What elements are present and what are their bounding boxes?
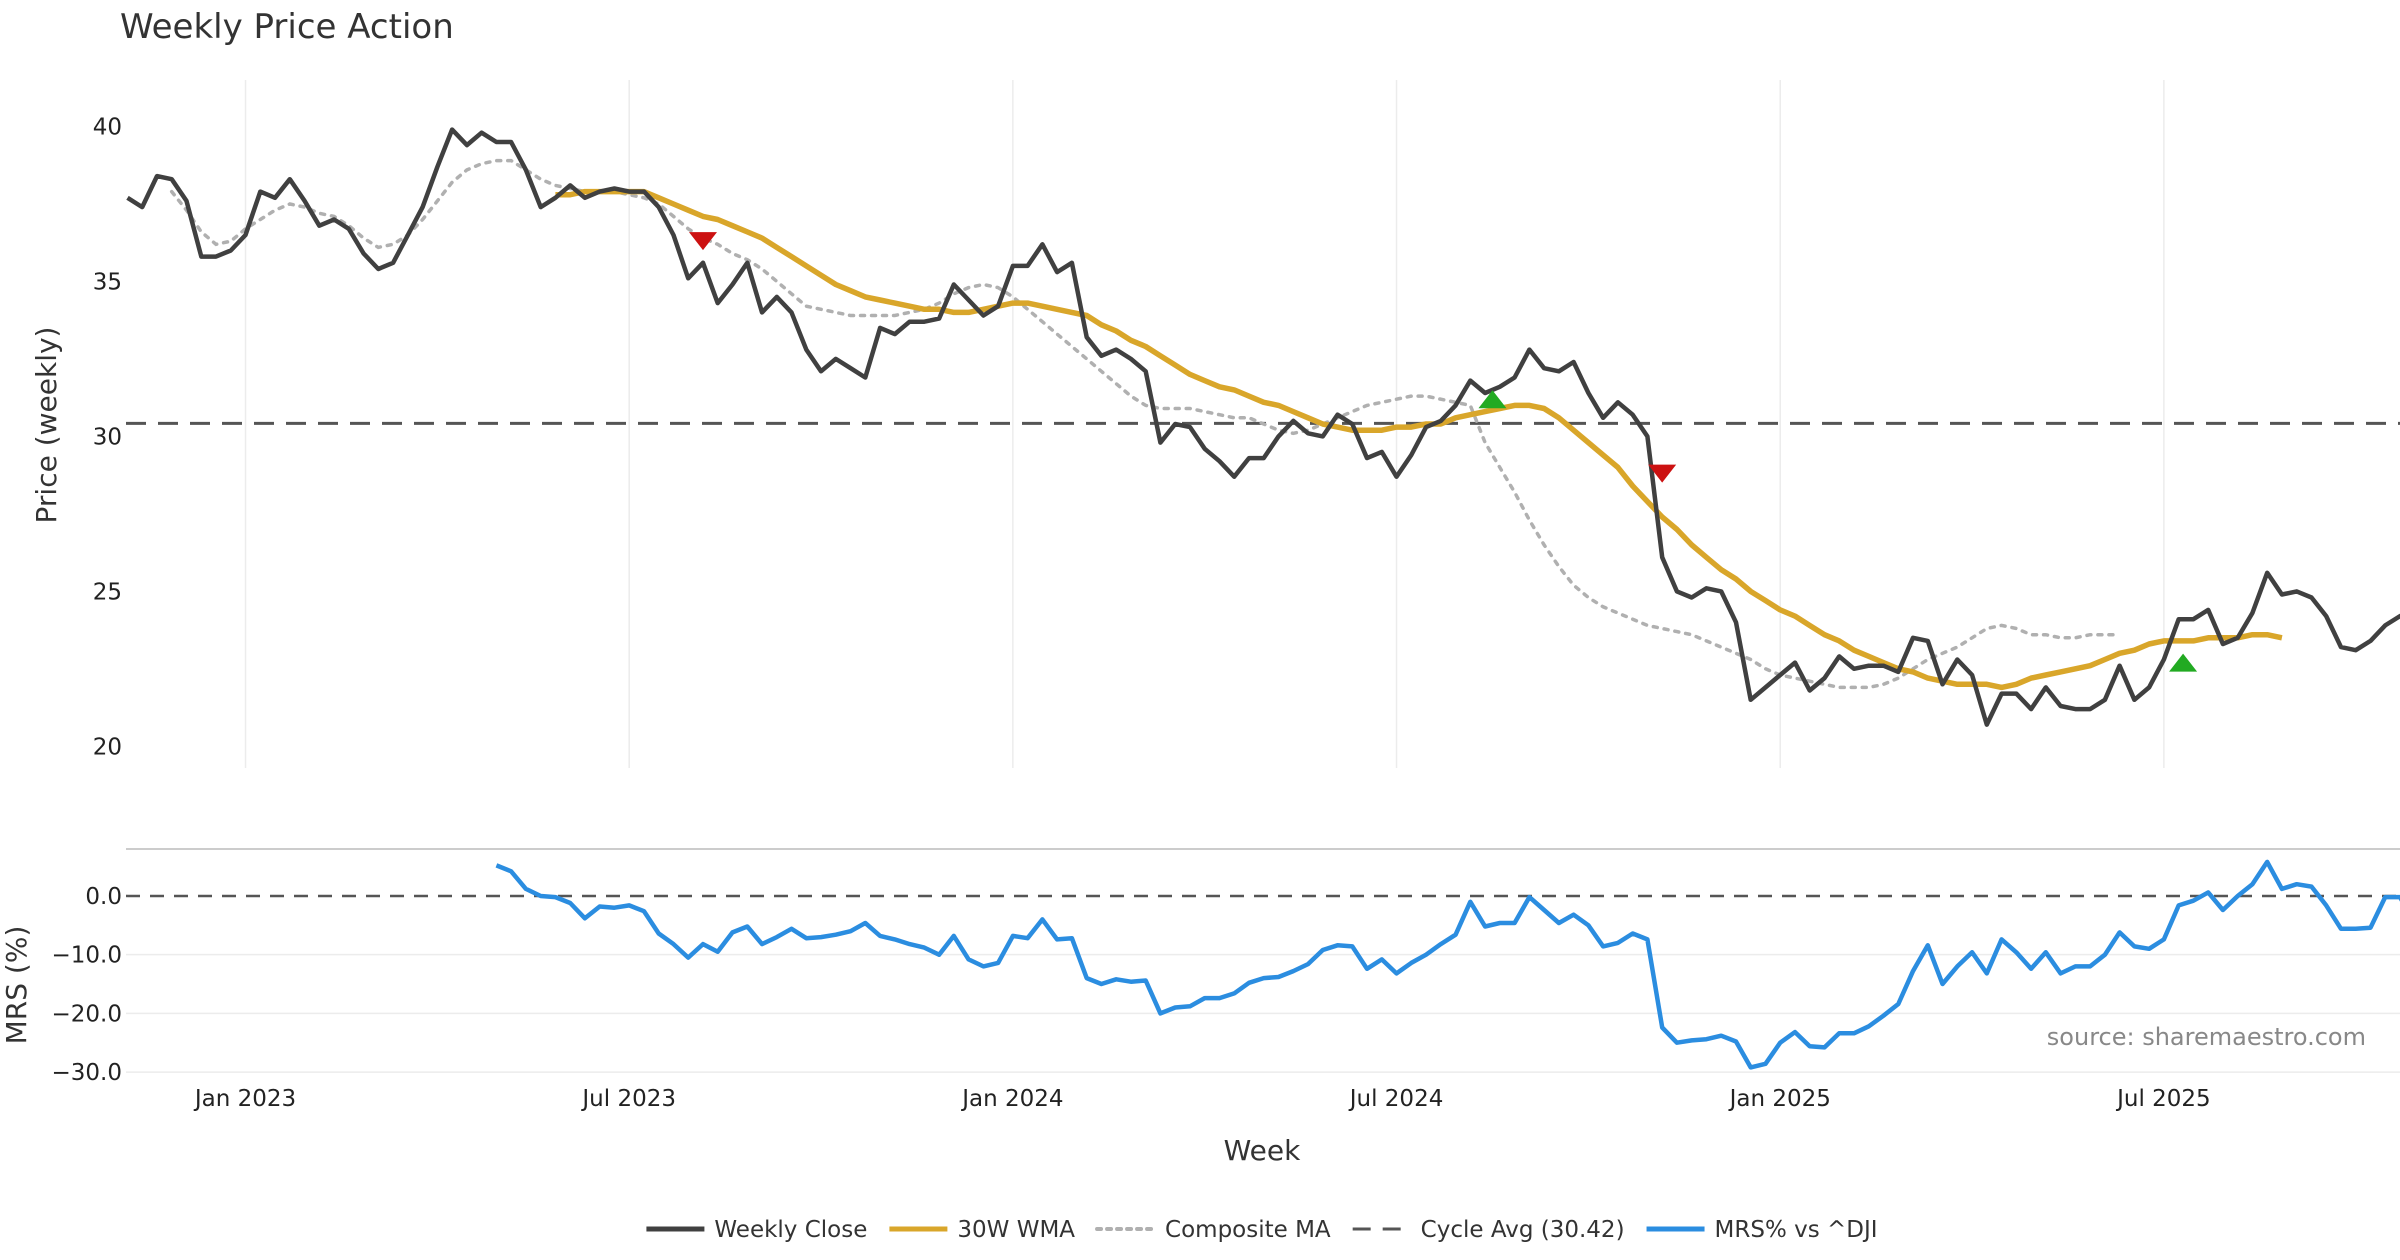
- x-tick-label: Jan 2025: [1728, 1086, 1831, 1112]
- mrs-y-tick-label: −30.0: [52, 1060, 122, 1086]
- x-tick-label: Jul 2024: [1348, 1086, 1444, 1112]
- price-y-axis-label: Price (weekly): [30, 327, 63, 524]
- legend: Weekly Close 30W WMA Composite MA Cycle Avg…: [646, 1217, 1878, 1243]
- x-tick-label: Jul 2025: [2115, 1086, 2211, 1112]
- chart-title: Weekly Price Action: [120, 7, 454, 47]
- x-tick-labels: Jan 2023 Jul 2023 Jan 2024 Jul 2024 Jan 2025…: [193, 1086, 2211, 1112]
- price-y-tick-label: 30: [93, 424, 122, 450]
- legend-label: MRS% vs ^DJI: [1715, 1217, 1878, 1243]
- weekly-close-line: [126, 127, 2400, 727]
- sell-signal-marker: [1648, 464, 1677, 483]
- legend-label: Composite MA: [1165, 1217, 1331, 1243]
- sell-signal-marker: [688, 232, 717, 251]
- legend-label: 30W WMA: [957, 1217, 1075, 1243]
- buy-signal-marker: [2169, 653, 2198, 672]
- x-tick-label: Jan 2024: [960, 1086, 1063, 1112]
- legend-label: Weekly Close: [714, 1217, 867, 1243]
- mrs-y-axis-label: MRS (%): [0, 926, 33, 1045]
- price-y-tick-label: 35: [93, 269, 122, 295]
- legend-label: Cycle Avg (30.42): [1421, 1217, 1625, 1243]
- mrs-y-tick-labels: 0.0 −10.0 −20.0 −30.0: [52, 884, 122, 1086]
- source-label: source: sharemaestro.com: [2047, 1023, 2366, 1051]
- mrs-line: [495, 859, 2400, 1070]
- price-panel: 20 25 30 35 40 Price (weekly): [30, 80, 2400, 768]
- price-y-tick-label: 20: [93, 734, 122, 760]
- price-vertical-gridlines: [244, 80, 2165, 768]
- signal-markers: [688, 232, 2198, 672]
- mrs-y-tick-label: 0.0: [85, 884, 122, 910]
- mrs-panel: 0.0 −10.0 −20.0 −30.0 MRS (%) source: share…: [0, 848, 2400, 1086]
- price-y-tick-label: 25: [93, 579, 122, 605]
- x-tick-label: Jan 2023: [193, 1086, 296, 1112]
- x-tick-label: Jul 2023: [580, 1086, 676, 1112]
- x-axis-label: Week: [1224, 1134, 1301, 1167]
- price-y-tick-label: 40: [93, 114, 122, 140]
- mrs-y-tick-label: −20.0: [52, 1001, 122, 1027]
- wma-30w-line: [555, 188, 2283, 691]
- price-y-tick-labels: 20 25 30 35 40: [93, 114, 122, 760]
- composite-ma-line: [169, 158, 2122, 690]
- buy-signal-marker: [1478, 390, 1507, 409]
- mrs-y-tick-label: −10.0: [52, 943, 122, 969]
